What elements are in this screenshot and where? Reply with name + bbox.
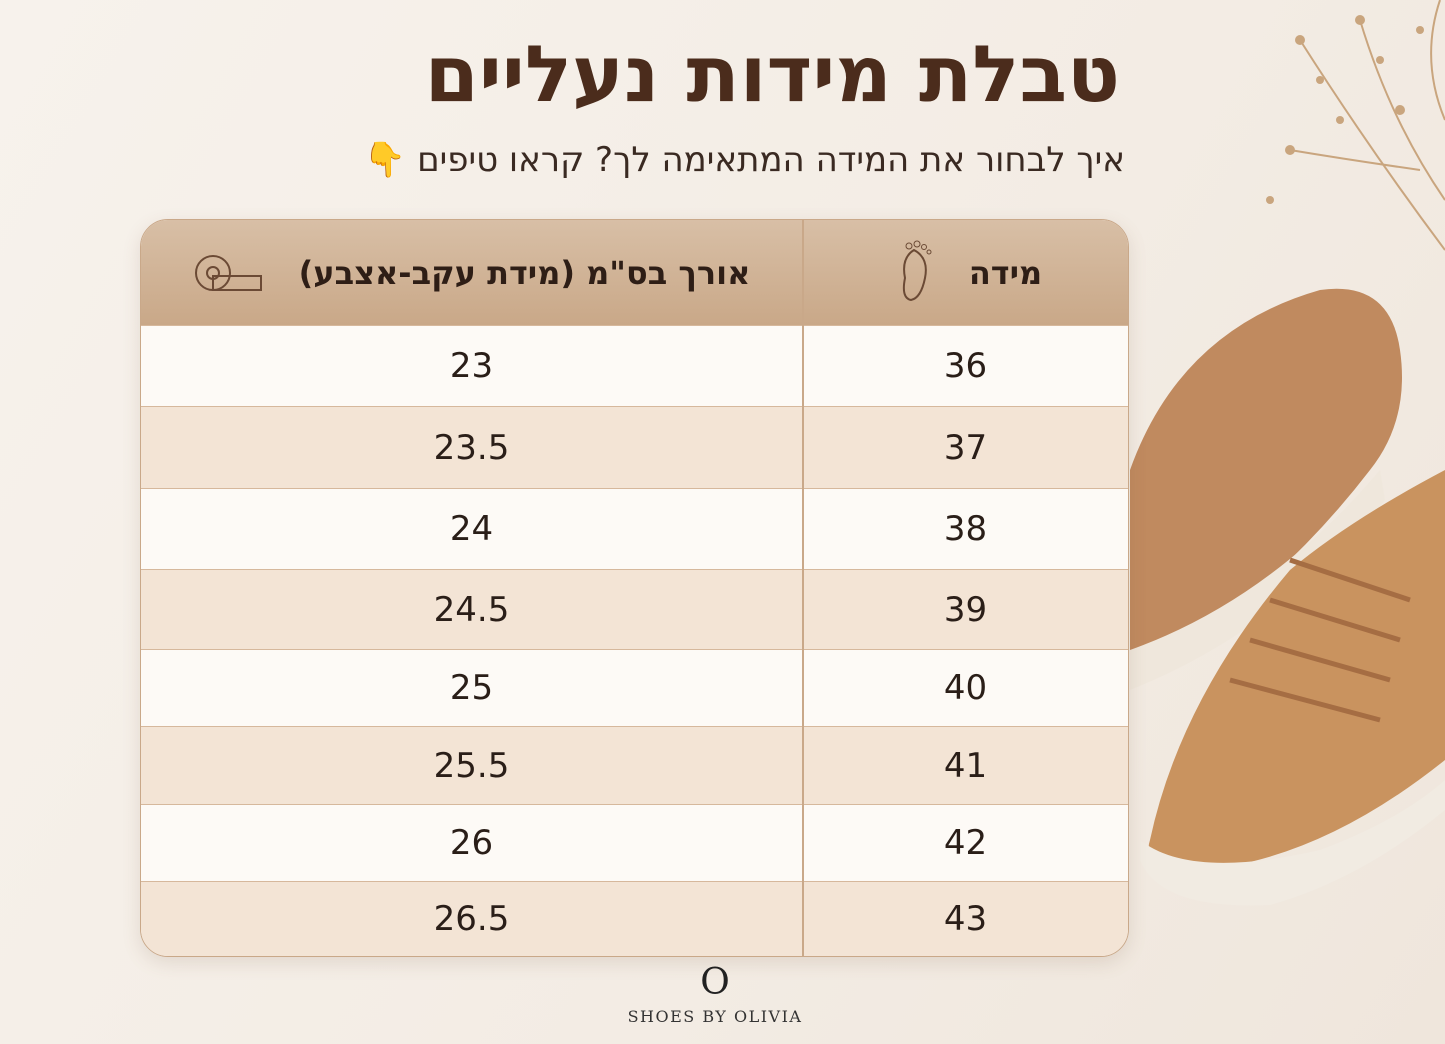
- length-cell: 23.5: [141, 406, 802, 488]
- length-cell: 24: [141, 488, 802, 569]
- tape-icon: [194, 254, 262, 291]
- size-cell: 38: [803, 488, 1128, 569]
- size-cell: 42: [803, 804, 1128, 881]
- length-cell: 23: [141, 325, 802, 406]
- shoe-front: [1140, 470, 1445, 906]
- laces: [1229, 557, 1411, 723]
- size-table: מידה אורך בס"מ (מידת עקב-אצבע) 36 23 37 23.…: [140, 219, 1129, 957]
- flower-buds: [1266, 15, 1424, 204]
- brand-name: SHOES BY OLIVIA: [627, 1007, 803, 1026]
- size-cell: 41: [803, 726, 1128, 804]
- header-cell: מידה: [803, 220, 1128, 325]
- decor: [1130, 0, 1445, 906]
- logo-mark: O: [700, 962, 730, 1003]
- header-label: אורך בס"מ (מידת עקב-אצבע): [298, 253, 751, 292]
- size-cell: 36: [803, 325, 1128, 406]
- size-cell: 39: [803, 569, 1128, 649]
- length-cell: 24.5: [141, 569, 802, 649]
- subtitle: איך לבחור את המידה המתאימה לך? קראו טיפי…: [363, 140, 1125, 180]
- length-cell: 25: [141, 649, 802, 726]
- size-cell: 43: [803, 881, 1128, 956]
- header-label: מידה: [968, 253, 1043, 292]
- header-cell: אורך בס"מ (מידת עקב-אצבע): [141, 220, 802, 325]
- size-cell: 40: [803, 649, 1128, 726]
- column-divider: [802, 220, 804, 956]
- foot-icon: [902, 240, 932, 301]
- dried-flowers: [1289, 0, 1445, 251]
- shoe-back: [1130, 288, 1402, 690]
- size-cell: 37: [803, 406, 1128, 488]
- length-cell: 26: [141, 804, 802, 881]
- length-cell: 25.5: [141, 726, 802, 804]
- length-cell: 26.5: [141, 881, 802, 956]
- logo: O SHOES BY OLIVIA: [600, 962, 830, 1026]
- title: טבלת מידות נעליים: [424, 30, 1120, 120]
